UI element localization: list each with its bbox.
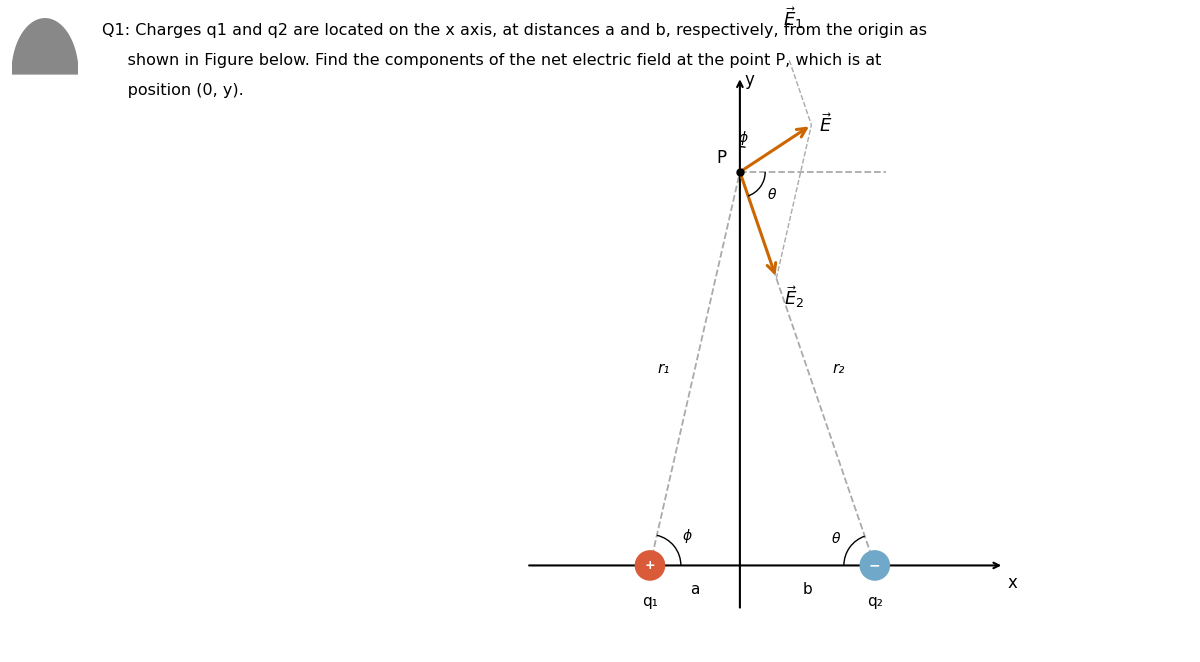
Text: $\vec{E}_2$: $\vec{E}_2$ <box>785 284 804 310</box>
Text: q₁: q₁ <box>642 594 658 608</box>
Text: b: b <box>803 583 812 597</box>
Text: P: P <box>716 150 726 167</box>
Text: $\theta$: $\theta$ <box>767 187 778 203</box>
Text: y: y <box>744 71 755 89</box>
Text: +: + <box>644 559 655 572</box>
Text: $\phi$: $\phi$ <box>738 130 749 148</box>
Text: position (0, y).: position (0, y). <box>102 83 244 98</box>
Text: $\theta$: $\theta$ <box>832 530 841 545</box>
Circle shape <box>635 551 665 580</box>
Text: $\vec{E}$: $\vec{E}$ <box>820 113 833 136</box>
Text: −: − <box>869 559 881 573</box>
Text: r₂: r₂ <box>832 361 845 376</box>
Circle shape <box>860 551 889 580</box>
Text: $\phi$: $\phi$ <box>682 527 692 545</box>
Text: r₁: r₁ <box>658 361 670 376</box>
Text: $\vec{E}_1$: $\vec{E}_1$ <box>782 6 803 32</box>
Polygon shape <box>12 19 78 74</box>
Text: q₂: q₂ <box>866 594 883 608</box>
Text: x: x <box>1008 575 1018 592</box>
Text: Q1: Charges q1 and q2 are located on the x axis, at distances a and b, respectiv: Q1: Charges q1 and q2 are located on the… <box>102 23 928 38</box>
Text: shown in Figure below. Find the components of the net electric field at the poin: shown in Figure below. Find the componen… <box>102 53 881 68</box>
Text: a: a <box>690 583 700 597</box>
